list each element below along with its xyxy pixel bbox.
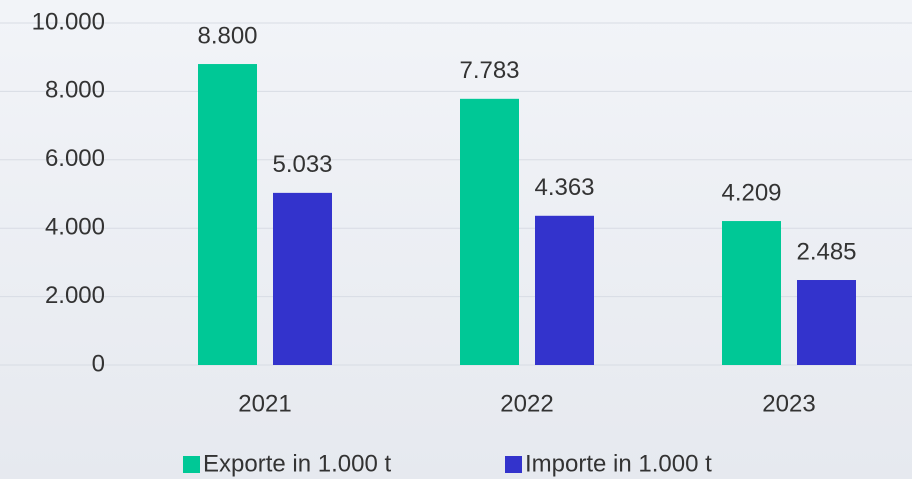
legend-swatch: [505, 456, 522, 473]
value-label: 4.363: [534, 174, 594, 201]
y-tick-label: 8.000: [45, 77, 105, 104]
value-label: 7.783: [459, 57, 519, 84]
bar: [460, 98, 519, 365]
value-label: 8.800: [197, 22, 257, 49]
x-tick-label: 2021: [238, 390, 291, 417]
y-tick-label: 6.000: [45, 145, 105, 172]
legend-swatch: [183, 456, 200, 473]
bar: [198, 64, 257, 365]
value-label: 5.033: [272, 151, 332, 178]
y-tick-label: 10.000: [32, 8, 105, 35]
x-tick-label: 2022: [500, 390, 553, 417]
y-tick-label: 4.000: [45, 214, 105, 241]
value-label: 2.485: [796, 238, 856, 265]
legend-label: Importe in 1.000 t: [525, 450, 712, 477]
bar: [535, 215, 594, 365]
y-tick-label: 2.000: [45, 282, 105, 309]
bar: [722, 221, 781, 365]
bar: [273, 192, 332, 365]
legend-label: Exporte in 1.000 t: [203, 450, 391, 477]
value-label: 4.209: [721, 179, 781, 206]
x-tick-label: 2023: [762, 390, 815, 417]
bar: [797, 280, 856, 365]
y-tick-label: 0: [92, 350, 105, 377]
